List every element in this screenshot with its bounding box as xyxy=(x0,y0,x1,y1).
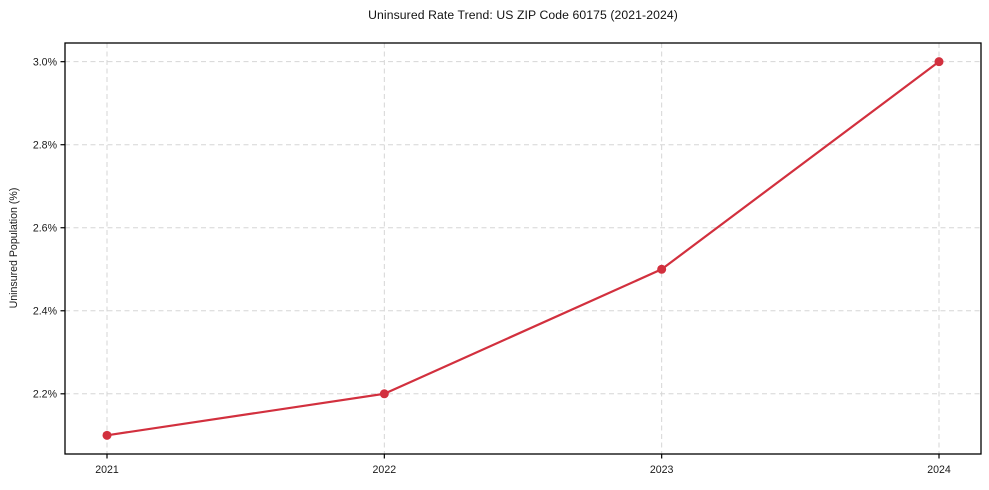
trend-line xyxy=(105,60,941,437)
plot-border xyxy=(64,42,982,455)
x-tick-label: 2023 xyxy=(650,464,674,476)
y-tick-label: 2.4% xyxy=(33,305,58,317)
y-tick-label: 2.6% xyxy=(33,222,58,234)
y-tick-label: 2.2% xyxy=(33,388,58,400)
data-point xyxy=(934,57,944,67)
data-point xyxy=(379,389,389,399)
y-tick-label: 3.0% xyxy=(33,56,58,68)
y-tick-label: 2.8% xyxy=(33,139,58,151)
x-tick-label: 2022 xyxy=(373,464,397,476)
data-point xyxy=(657,264,667,274)
x-tick-label: 2021 xyxy=(95,464,119,476)
data-point xyxy=(102,430,112,440)
x-tick-label: 2024 xyxy=(927,464,951,476)
chart-title: Uninsured Rate Trend: US ZIP Code 60175 … xyxy=(368,8,678,22)
